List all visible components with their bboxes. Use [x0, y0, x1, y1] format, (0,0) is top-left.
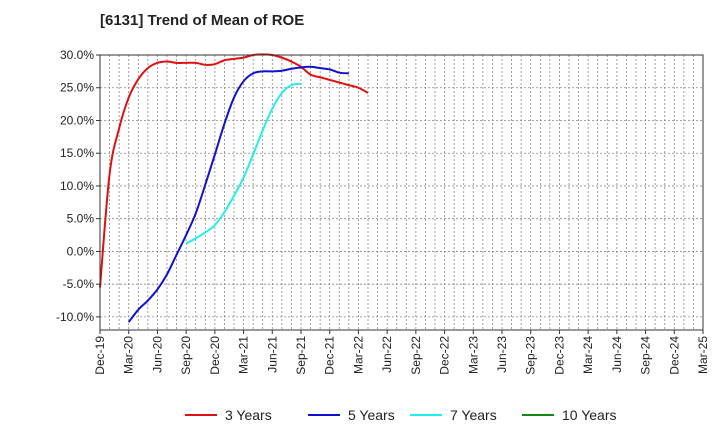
chart-title: [6131] Trend of Mean of ROE [100, 12, 305, 29]
legend-label-10-years: 10 Years [562, 407, 617, 423]
x-tick-label: Sep-23 [524, 336, 538, 375]
x-tick-label: Mar-23 [466, 336, 480, 374]
y-tick-label: 25.0% [60, 81, 94, 95]
y-tick-label: 20.0% [60, 113, 94, 127]
x-tick-label: Sep-24 [639, 336, 653, 375]
x-tick-label: Jun-22 [380, 336, 394, 373]
x-tick-label: Mar-20 [122, 336, 136, 374]
x-tick-label: Jun-24 [610, 336, 624, 373]
y-tick-label: 5.0% [67, 212, 95, 226]
y-tick-label: 10.0% [60, 179, 94, 193]
series-lines [99, 53, 369, 323]
y-tick-label: 30.0% [60, 48, 94, 62]
grid [100, 54, 703, 330]
x-tick-label: Sep-21 [294, 336, 308, 375]
x-tick-label: Sep-20 [179, 336, 193, 375]
x-tick-label: Mar-22 [351, 336, 365, 374]
series-line-3-years [99, 53, 369, 288]
y-tick-label: -10.0% [56, 310, 94, 324]
x-tick-label: Mar-21 [237, 336, 251, 374]
plot-area-frame [99, 54, 704, 331]
x-tick-label: Dec-23 [552, 336, 566, 375]
x-tick-label: Sep-22 [409, 336, 423, 375]
legend: 3 Years 5 Years 7 Years 10 Years [185, 407, 617, 423]
legend-label-5-years: 5 Years [348, 407, 395, 423]
x-tick-label: Jun-23 [495, 336, 509, 373]
y-axis: 30.0% 25.0% 20.0% 15.0% 10.0% 5.0% 0.0% -5.0% -1… [56, 48, 100, 324]
series-line-7-years [185, 82, 302, 245]
y-tick-label: 0.0% [67, 244, 95, 258]
x-tick-label: Dec-19 [93, 336, 107, 375]
legend-label-3-years: 3 Years [225, 407, 272, 423]
series-line-5-years [127, 65, 349, 323]
x-tick-label: Jun-20 [150, 336, 164, 373]
y-tick-label: 15.0% [60, 146, 94, 160]
x-tick-label: Dec-24 [667, 336, 681, 375]
x-tick-label: Dec-20 [208, 336, 222, 375]
x-tick-label: Dec-22 [438, 336, 452, 375]
x-tick-label: Mar-24 [581, 336, 595, 374]
legend-label-7-years: 7 Years [450, 407, 497, 423]
x-tick-label: Jun-21 [265, 336, 279, 373]
x-tick-label: Dec-21 [323, 336, 337, 375]
x-tick-label: Mar-25 [696, 336, 710, 374]
y-tick-label: -5.0% [63, 277, 95, 291]
x-axis: Dec-19 Mar-20 Jun-20 Sep-20 Dec-20 Mar-21 Jun-… [93, 330, 710, 375]
